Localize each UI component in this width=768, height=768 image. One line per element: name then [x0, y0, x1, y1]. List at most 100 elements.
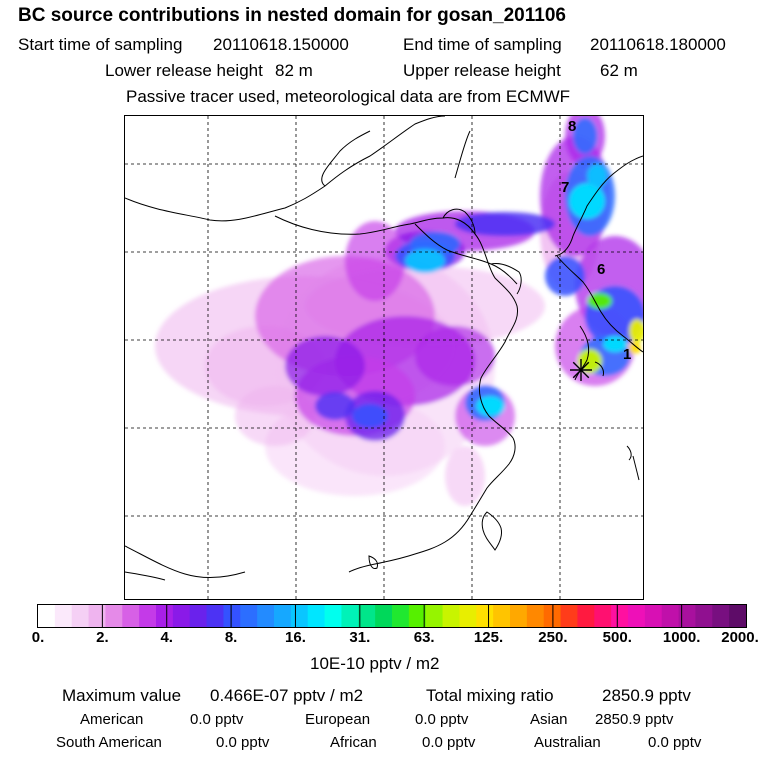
colorbar-swatch	[661, 605, 680, 627]
concentration-patch	[588, 293, 612, 309]
concentration-patch	[345, 221, 405, 301]
total-mixing-label: Total mixing ratio	[426, 686, 554, 705]
colorbar-swatch	[375, 605, 393, 627]
american-label: American	[80, 711, 144, 728]
source-marker-label: 8	[568, 118, 576, 135]
colorbar-swatch	[88, 605, 107, 627]
source-marker-label: 7	[561, 179, 569, 196]
australian-label: Australian	[534, 734, 601, 751]
max-value: 0.466E-07 pptv / m2	[210, 686, 364, 705]
colorbar-swatch	[526, 605, 545, 627]
colorbar-swatch	[172, 605, 191, 627]
african-value: 0.0 pptv	[422, 734, 476, 751]
concentration-patch	[476, 396, 504, 416]
total-mixing-value: 2850.9 pptv	[602, 686, 691, 705]
concentration-patch	[455, 212, 555, 236]
lower-height-value: 82 m	[275, 61, 313, 80]
colorbar-tick-label: 500.	[602, 629, 632, 646]
south-american-label: South American	[56, 734, 162, 751]
colorbar-swatch	[577, 605, 595, 627]
colorbar-units: 10E-10 pptv / m2	[310, 654, 440, 673]
colorbar-swatch	[38, 605, 56, 627]
concentration-patch	[629, 319, 643, 343]
concentration-patch	[235, 386, 315, 446]
upper-height-value: 62 m	[600, 61, 638, 80]
african-label: African	[330, 734, 377, 751]
concentration-patch	[545, 256, 585, 296]
concentration-patch	[415, 326, 495, 386]
colorbar-swatch	[408, 605, 427, 627]
colorbar-tick-label: 125.	[473, 629, 504, 646]
colorbar-swatch	[156, 605, 174, 627]
source-marker-label: 1	[623, 346, 631, 363]
colorbar-swatch	[678, 605, 697, 627]
colorbar-swatch	[54, 605, 73, 627]
colorbar	[37, 604, 747, 628]
colorbar-swatch	[206, 605, 225, 627]
colorbar-tick-label: 31.	[349, 629, 371, 646]
american-value: 0.0 pptv	[190, 711, 244, 728]
concentration-patch	[603, 336, 627, 352]
colorbar-tick-label: 1000.	[662, 629, 701, 646]
end-time-label: End time of sampling	[403, 35, 562, 54]
max-value-label: Maximum value	[62, 686, 182, 705]
tracer-note: Passive tracer used, meteorological data…	[126, 87, 571, 106]
map-plot: 8 7 6 1	[124, 115, 644, 600]
asian-label: Asian	[530, 711, 568, 728]
colorbar-swatch	[560, 605, 579, 627]
grid-lines	[125, 116, 643, 599]
colorbar-swatch	[476, 605, 494, 627]
colorbar-tick-label: 16.	[285, 629, 306, 646]
concentration-patch	[573, 118, 597, 154]
colorbar-swatch	[358, 605, 376, 627]
colorbar-swatch	[71, 605, 90, 627]
start-time-label: Start time of sampling	[18, 35, 183, 54]
colorbar-swatch	[695, 605, 713, 627]
end-time-value: 20110618.180000	[590, 35, 726, 54]
concentration-patch	[629, 342, 641, 354]
colorbar-swatch	[105, 605, 123, 627]
colorbar-tick-label: 4.	[160, 629, 173, 646]
concentration-patch	[352, 404, 388, 428]
upper-height-label: Upper release height	[403, 61, 561, 80]
lower-height-label: Lower release height	[105, 61, 263, 80]
colorbar-tick-label: 8.	[224, 629, 238, 646]
concentration-patch	[285, 336, 365, 396]
colorbar-swatch	[324, 605, 343, 627]
colorbar-swatch	[425, 605, 444, 627]
colorbar-tick-label: 2.	[96, 629, 109, 646]
colorbar-tick-label: 0.	[31, 629, 45, 646]
start-time-value: 20110618.150000	[213, 35, 349, 54]
concentration-patch	[445, 446, 485, 506]
chart-title: BC source contributions in nested domain…	[18, 5, 566, 26]
australian-value: 0.0 pptv	[648, 734, 702, 751]
colorbar-swatch	[459, 605, 477, 627]
colorbar-swatch	[290, 605, 309, 627]
colorbar-tick-label: 63.	[413, 629, 435, 646]
south-american-value: 0.0 pptv	[216, 734, 270, 751]
colorbar-swatch	[307, 605, 326, 627]
coastline	[125, 116, 643, 581]
concentration-patch	[587, 164, 607, 188]
source-marker-label: 6	[597, 261, 605, 278]
colorbar-swatch	[189, 605, 208, 627]
european-value: 0.0 pptv	[415, 711, 469, 728]
map-canvas: 8 7 6 1	[125, 116, 643, 599]
colorbar-swatch	[644, 605, 663, 627]
colorbar-swatch	[139, 605, 157, 627]
colorbar-swatch	[611, 605, 629, 627]
colorbar-swatch	[392, 605, 410, 627]
concentration-patch	[405, 249, 445, 273]
colorbar-swatch	[442, 605, 461, 627]
concentration-field	[155, 116, 643, 506]
asian-value: 2850.9 pptv	[595, 711, 674, 728]
colorbar-tick-label: 250.	[538, 629, 568, 646]
colorbar-swatch	[122, 605, 140, 627]
colorbar-swatch	[240, 605, 258, 627]
concentration-patch	[569, 183, 605, 219]
colorbar-swatch	[223, 605, 241, 627]
colorbar-swatch	[257, 605, 275, 627]
colorbar-swatch	[510, 605, 528, 627]
colorbar-swatch	[729, 605, 746, 627]
colorbar-swatch	[712, 605, 730, 627]
